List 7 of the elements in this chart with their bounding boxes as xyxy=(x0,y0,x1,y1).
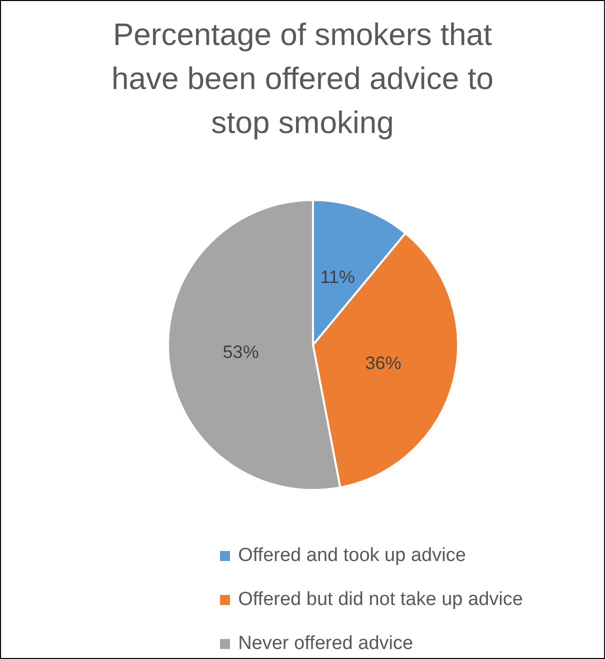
legend-label: Never offered advice xyxy=(237,633,414,655)
chart-title: Percentage of smokers that have been offered advice to stop smoking xyxy=(110,16,495,142)
data-label: 36% xyxy=(365,353,402,374)
data-label: 53% xyxy=(222,342,259,362)
data-label: 11% xyxy=(320,266,355,287)
legend-label: Offered but did not take up advice xyxy=(237,589,523,611)
legend-label: Offered and took up advice xyxy=(237,545,466,567)
